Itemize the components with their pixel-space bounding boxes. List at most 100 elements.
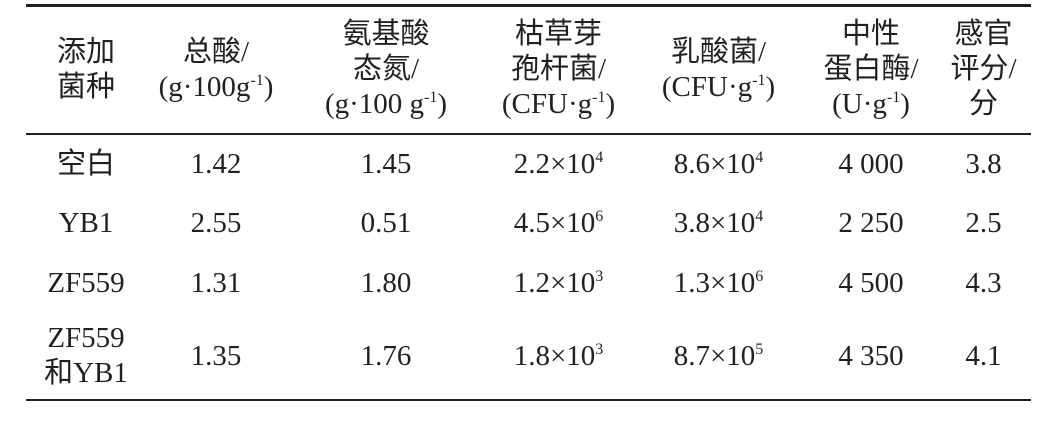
cell-text: ) [765,70,776,103]
cell-line: 评分/ [950,53,1017,86]
header-cell: 氨基酸 态氮/(g·100 g-1) [286,6,486,134]
table-cell: 2.2×104 [486,134,631,194]
table-cell: 4 350 [806,314,936,400]
superscript: 4 [595,148,604,166]
cell-line: (g·100g-1) [146,70,286,105]
cell-line: 3.8×104 [631,206,806,241]
cell-line: 蛋白酶/ [823,53,919,86]
header-cell: 中性 蛋白酶/(U·g-1) [806,6,936,134]
cell-line: 分 [968,88,998,121]
cell-line: 4.5×106 [486,206,631,241]
table-cell: 1.8×103 [486,314,631,400]
cell-line: 1.42 [190,147,242,180]
cell-text: ) [263,70,274,103]
cell-line: (CFU·g-1) [631,70,806,105]
table-cell: 8.6×104 [631,134,806,194]
cell-text: 8.6×10 [673,147,756,180]
table-cell: 8.7×105 [631,314,806,400]
table-cell: 4.1 [936,314,1031,400]
cell-line: (g·100 g-1) [286,87,486,122]
cell-text: 3.8×10 [673,207,756,239]
cell-line: YB1 [58,207,114,239]
cell-text: 2.2×10 [513,147,596,180]
cell-line: 1.76 [360,339,412,372]
table-cell: 3.8×104 [631,194,806,254]
cell-text: ) [605,88,616,121]
table-cell: 1.2×103 [486,254,631,314]
cell-text: 1.2×10 [513,267,596,299]
table-row: ZF559 和YB1 1.35 1.76 1.8×103 8.7×105 4 350 4.1 [26,314,1031,400]
cell-line: ZF559 [47,267,125,299]
cell-line: 枯草芽 [514,18,602,51]
cell-line: 孢杆菌/ [510,53,607,86]
header-cell: 总酸/(g·100g-1) [146,6,286,134]
table-cell: 1.42 [146,134,286,194]
cell-text: (CFU·g [501,88,593,121]
table-cell: 1.31 [146,254,286,314]
superscript: 6 [595,208,604,225]
superscript: 4 [755,208,764,225]
cell-line: (U·g-1) [806,87,936,122]
superscript: 4 [755,148,764,166]
cell-line: 0.51 [360,207,412,239]
cell-line: 2.5 [965,207,1002,239]
superscript: 3 [595,268,604,285]
cell-line: (CFU·g-1) [486,87,631,122]
cell-line: 4 350 [838,339,904,372]
cell-line: 乳酸菌/ [670,35,767,68]
cell-line: 1.45 [360,147,412,180]
cell-text: 8.7×10 [673,339,756,372]
cell-text: (CFU·g [661,70,753,103]
table-row: ZF559 1.31 1.80 1.2×103 1.3×106 4 500 4.3 [26,254,1031,314]
cell-line: 8.7×105 [631,339,806,374]
superscript: -1 [886,89,901,107]
table-cell: 2.55 [146,194,286,254]
header-cell: 枯草芽 孢杆菌/(CFU·g-1) [486,6,631,134]
cell-line: 总酸/ [182,35,250,68]
cell-line: 4 500 [838,267,904,299]
cell-text: 4.5×10 [513,207,596,239]
cell-text: (U·g [832,88,887,121]
cell-line: 2.2×104 [486,147,631,182]
cell-line: 和YB1 [44,357,128,389]
cell-line: 菌种 [56,70,115,103]
table-cell: YB1 [26,194,146,254]
cell-text: ) [437,88,448,121]
table-cell: 2 250 [806,194,936,254]
header-cell: 乳酸菌/(CFU·g-1) [631,6,806,134]
cell-line: 1.8×103 [486,339,631,374]
table-cell: 3.8 [936,134,1031,194]
table-cell: ZF559 [26,254,146,314]
cell-line: 态氮/ [352,53,420,86]
header-cell: 添加 菌种 [26,6,146,134]
cell-line: 4.3 [965,267,1002,299]
superscript: 6 [755,268,764,285]
table-cell: 4 000 [806,134,936,194]
cell-text: 1.8×10 [513,339,596,372]
cell-line: 1.31 [190,267,242,299]
table-cell: 1.80 [286,254,486,314]
cell-line: 4 000 [838,147,904,180]
table-cell: 空白 [26,134,146,194]
header-cell: 感官 评分/分 [936,6,1031,134]
table-cell: 0.51 [286,194,486,254]
superscript: -1 [752,71,766,89]
table-header: 添加 菌种 总酸/(g·100g-1) 氨基酸 态氮/(g·100 g-1) 枯草芽 孢杆菌… [26,5,1031,134]
cell-text: (g·100 g [324,88,425,121]
table-cell: 2.5 [936,194,1031,254]
superscript: 5 [755,340,764,358]
cell-line: 2 250 [838,207,904,239]
superscript: 3 [595,340,604,358]
data-table: 添加 菌种 总酸/(g·100g-1) 氨基酸 态氮/(g·100 g-1) 枯草芽 孢杆菌… [26,4,1031,401]
table-row: 空白 1.42 1.45 2.2×104 8.6×104 4 000 3.8 [26,134,1031,194]
cell-text: (g·100g [158,70,251,103]
table-cell: ZF559 和YB1 [26,314,146,400]
cell-line: 3.8 [965,147,1002,180]
cell-line: 空白 [56,147,115,180]
cell-line: 1.3×106 [631,266,806,301]
cell-text: ) [900,88,910,121]
table-cell: 1.3×106 [631,254,806,314]
cell-line: 1.2×103 [486,266,631,301]
table-cell: 4.3 [936,254,1031,314]
table-cell: 1.35 [146,314,286,400]
